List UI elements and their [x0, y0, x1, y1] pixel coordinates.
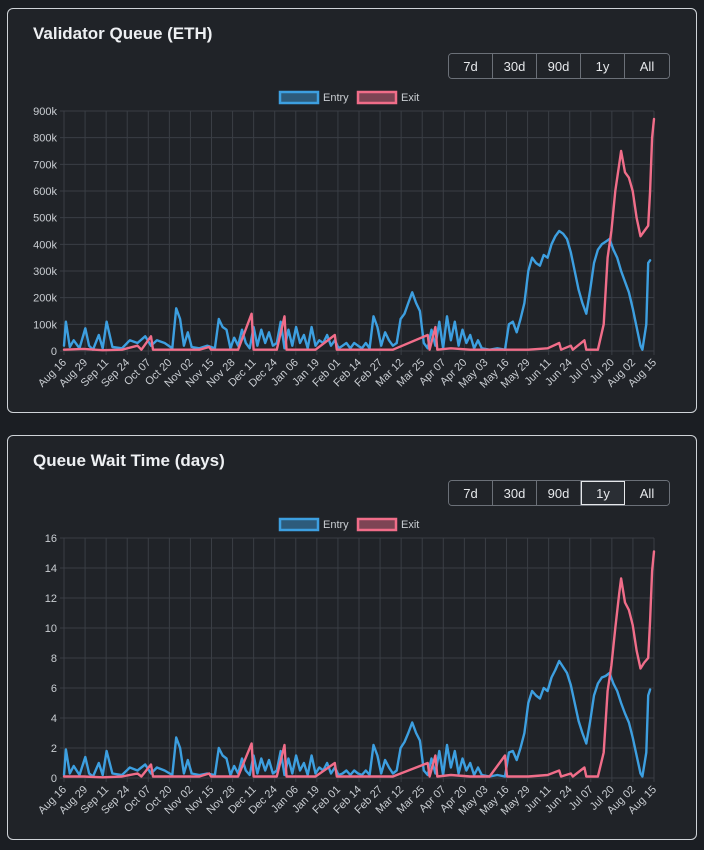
legend-label: Exit	[401, 92, 419, 104]
range-1y-button[interactable]: 1y	[581, 481, 625, 505]
chart-legend: Entry Exit	[278, 517, 419, 532]
y-tick-label: 600k	[33, 186, 57, 198]
legend-item-entry[interactable]: Entry	[278, 517, 349, 532]
chart-legend: Entry Exit	[278, 90, 419, 105]
range-all-button[interactable]: All	[625, 481, 669, 505]
legend-label: Exit	[401, 519, 419, 531]
series-line-exit	[62, 550, 656, 779]
y-tick-label: 200k	[33, 293, 57, 305]
queue-wait-time-card: Queue Wait Time (days) 7d 30d 90d 1y All…	[7, 435, 697, 840]
chart-title: Validator Queue (ETH)	[33, 24, 213, 43]
series-line-entry	[62, 659, 652, 778]
range-all-button[interactable]: All	[625, 54, 669, 78]
series-line-exit	[62, 117, 656, 352]
series-line-entry	[62, 229, 652, 351]
range-90d-button[interactable]: 90d	[537, 54, 581, 78]
legend-swatch	[278, 517, 320, 532]
y-axis: 0 100k 200k 300k 400k 500k 600k 700k 800k 900k	[33, 106, 654, 358]
y-tick-label: 100k	[33, 319, 57, 331]
validator-queue-chart: Entry Exit 0 100k 200k 300k 400k 500k 600k 700k 80…	[33, 90, 659, 391]
y-tick-label: 4	[51, 713, 57, 725]
legend-item-exit[interactable]: Exit	[356, 517, 419, 532]
y-tick-label: 16	[45, 533, 57, 545]
y-tick-label: 900k	[33, 106, 57, 118]
y-tick-label: 0	[51, 773, 57, 785]
y-tick-label: 12	[45, 593, 57, 605]
range-90d-button[interactable]: 90d	[537, 481, 581, 505]
y-tick-label: 500k	[33, 213, 57, 225]
y-axis: 0 2 4 6 8 10 12 14 16	[45, 533, 654, 785]
y-tick-label: 0	[51, 346, 57, 358]
legend-item-exit[interactable]: Exit	[356, 90, 419, 105]
range-7d-button[interactable]: 7d	[449, 54, 493, 78]
range-1y-button[interactable]: 1y	[581, 54, 625, 78]
legend-label: Entry	[323, 519, 349, 531]
y-tick-label: 6	[51, 683, 57, 695]
range-selector: 7d 30d 90d 1y All	[448, 480, 670, 506]
y-tick-label: 700k	[33, 159, 57, 171]
y-tick-label: 400k	[33, 239, 57, 251]
y-tick-label: 8	[51, 653, 57, 665]
range-30d-button[interactable]: 30d	[493, 54, 537, 78]
range-30d-button[interactable]: 30d	[493, 481, 537, 505]
range-7d-button[interactable]: 7d	[449, 481, 493, 505]
y-tick-label: 800k	[33, 133, 57, 145]
range-selector: 7d 30d 90d 1y All	[448, 53, 670, 79]
legend-swatch	[356, 90, 398, 105]
chart-title: Queue Wait Time (days)	[33, 451, 225, 470]
legend-label: Entry	[323, 92, 349, 104]
legend-swatch	[356, 517, 398, 532]
legend-item-entry[interactable]: Entry	[278, 90, 349, 105]
legend-swatch	[278, 90, 320, 105]
y-tick-label: 10	[45, 623, 57, 635]
y-tick-label: 14	[45, 563, 57, 575]
y-tick-label: 2	[51, 743, 57, 755]
validator-queue-card: Validator Queue (ETH) 7d 30d 90d 1y All …	[7, 8, 697, 413]
y-tick-label: 300k	[33, 266, 57, 278]
